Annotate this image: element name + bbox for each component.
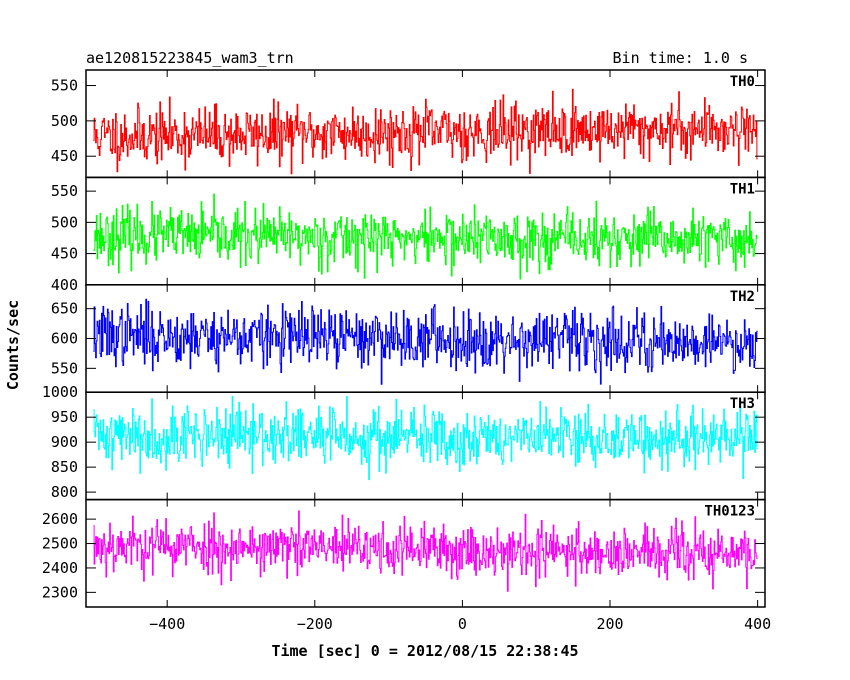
panel-label-th0: TH0 (730, 74, 755, 90)
panel-label-th3: TH3 (730, 396, 755, 412)
y-tick-label: 500 (51, 213, 78, 231)
chart-title: ae120815223845_wam3_trn (86, 49, 294, 67)
panel-label-th1: TH1 (730, 181, 755, 197)
series-line-th1 (93, 193, 758, 280)
panel-label-th2: TH2 (730, 289, 755, 305)
y-tick-label: 550 (51, 359, 78, 377)
y-tick-label: 550 (51, 77, 78, 95)
x-tick-label: −200 (297, 615, 333, 633)
series-line-th2 (93, 298, 758, 385)
y-tick-label: 400 (51, 276, 78, 294)
y-tick-label: 2400 (42, 559, 78, 577)
y-tick-label: 600 (51, 330, 78, 348)
y-tick-label: 450 (51, 245, 78, 263)
y-tick-label: 500 (51, 112, 78, 130)
y-tick-label: 1000 (42, 383, 78, 401)
x-tick-label: 0 (458, 615, 467, 633)
series-line-th3 (93, 395, 758, 481)
x-tick-label: 400 (744, 615, 771, 633)
series-line-th0 (93, 88, 758, 175)
y-tick-label: 650 (51, 300, 78, 318)
y-tick-label: 2600 (42, 510, 78, 528)
bin-time-label: Bin time: 1.0 s (613, 49, 748, 67)
y-tick-label: 800 (51, 483, 78, 501)
y-tick-label: 850 (51, 458, 78, 476)
x-axis-label: Time [sec] 0 = 2012/08/15 22:38:45 (271, 642, 578, 660)
panel-label-th0123: TH0123 (704, 504, 755, 520)
x-tick-label: −400 (149, 615, 185, 633)
y-tick-label: 2300 (42, 583, 78, 601)
y-tick-label: 450 (51, 147, 78, 165)
y-tick-label: 950 (51, 408, 78, 426)
panel-frame-th0123 (85, 498, 766, 608)
series-line-th0123 (93, 510, 758, 592)
y-tick-label: 2500 (42, 535, 78, 553)
panels: 450 500 550 TH0 400 450 500 550 TH1 550 600 650 TH2 8… (42, 69, 771, 633)
y-tick-label: 900 (51, 433, 78, 451)
y-axis-label: Counts/sec (4, 300, 22, 390)
y-tick-label: 550 (51, 182, 78, 200)
x-tick-label: 200 (596, 615, 623, 633)
